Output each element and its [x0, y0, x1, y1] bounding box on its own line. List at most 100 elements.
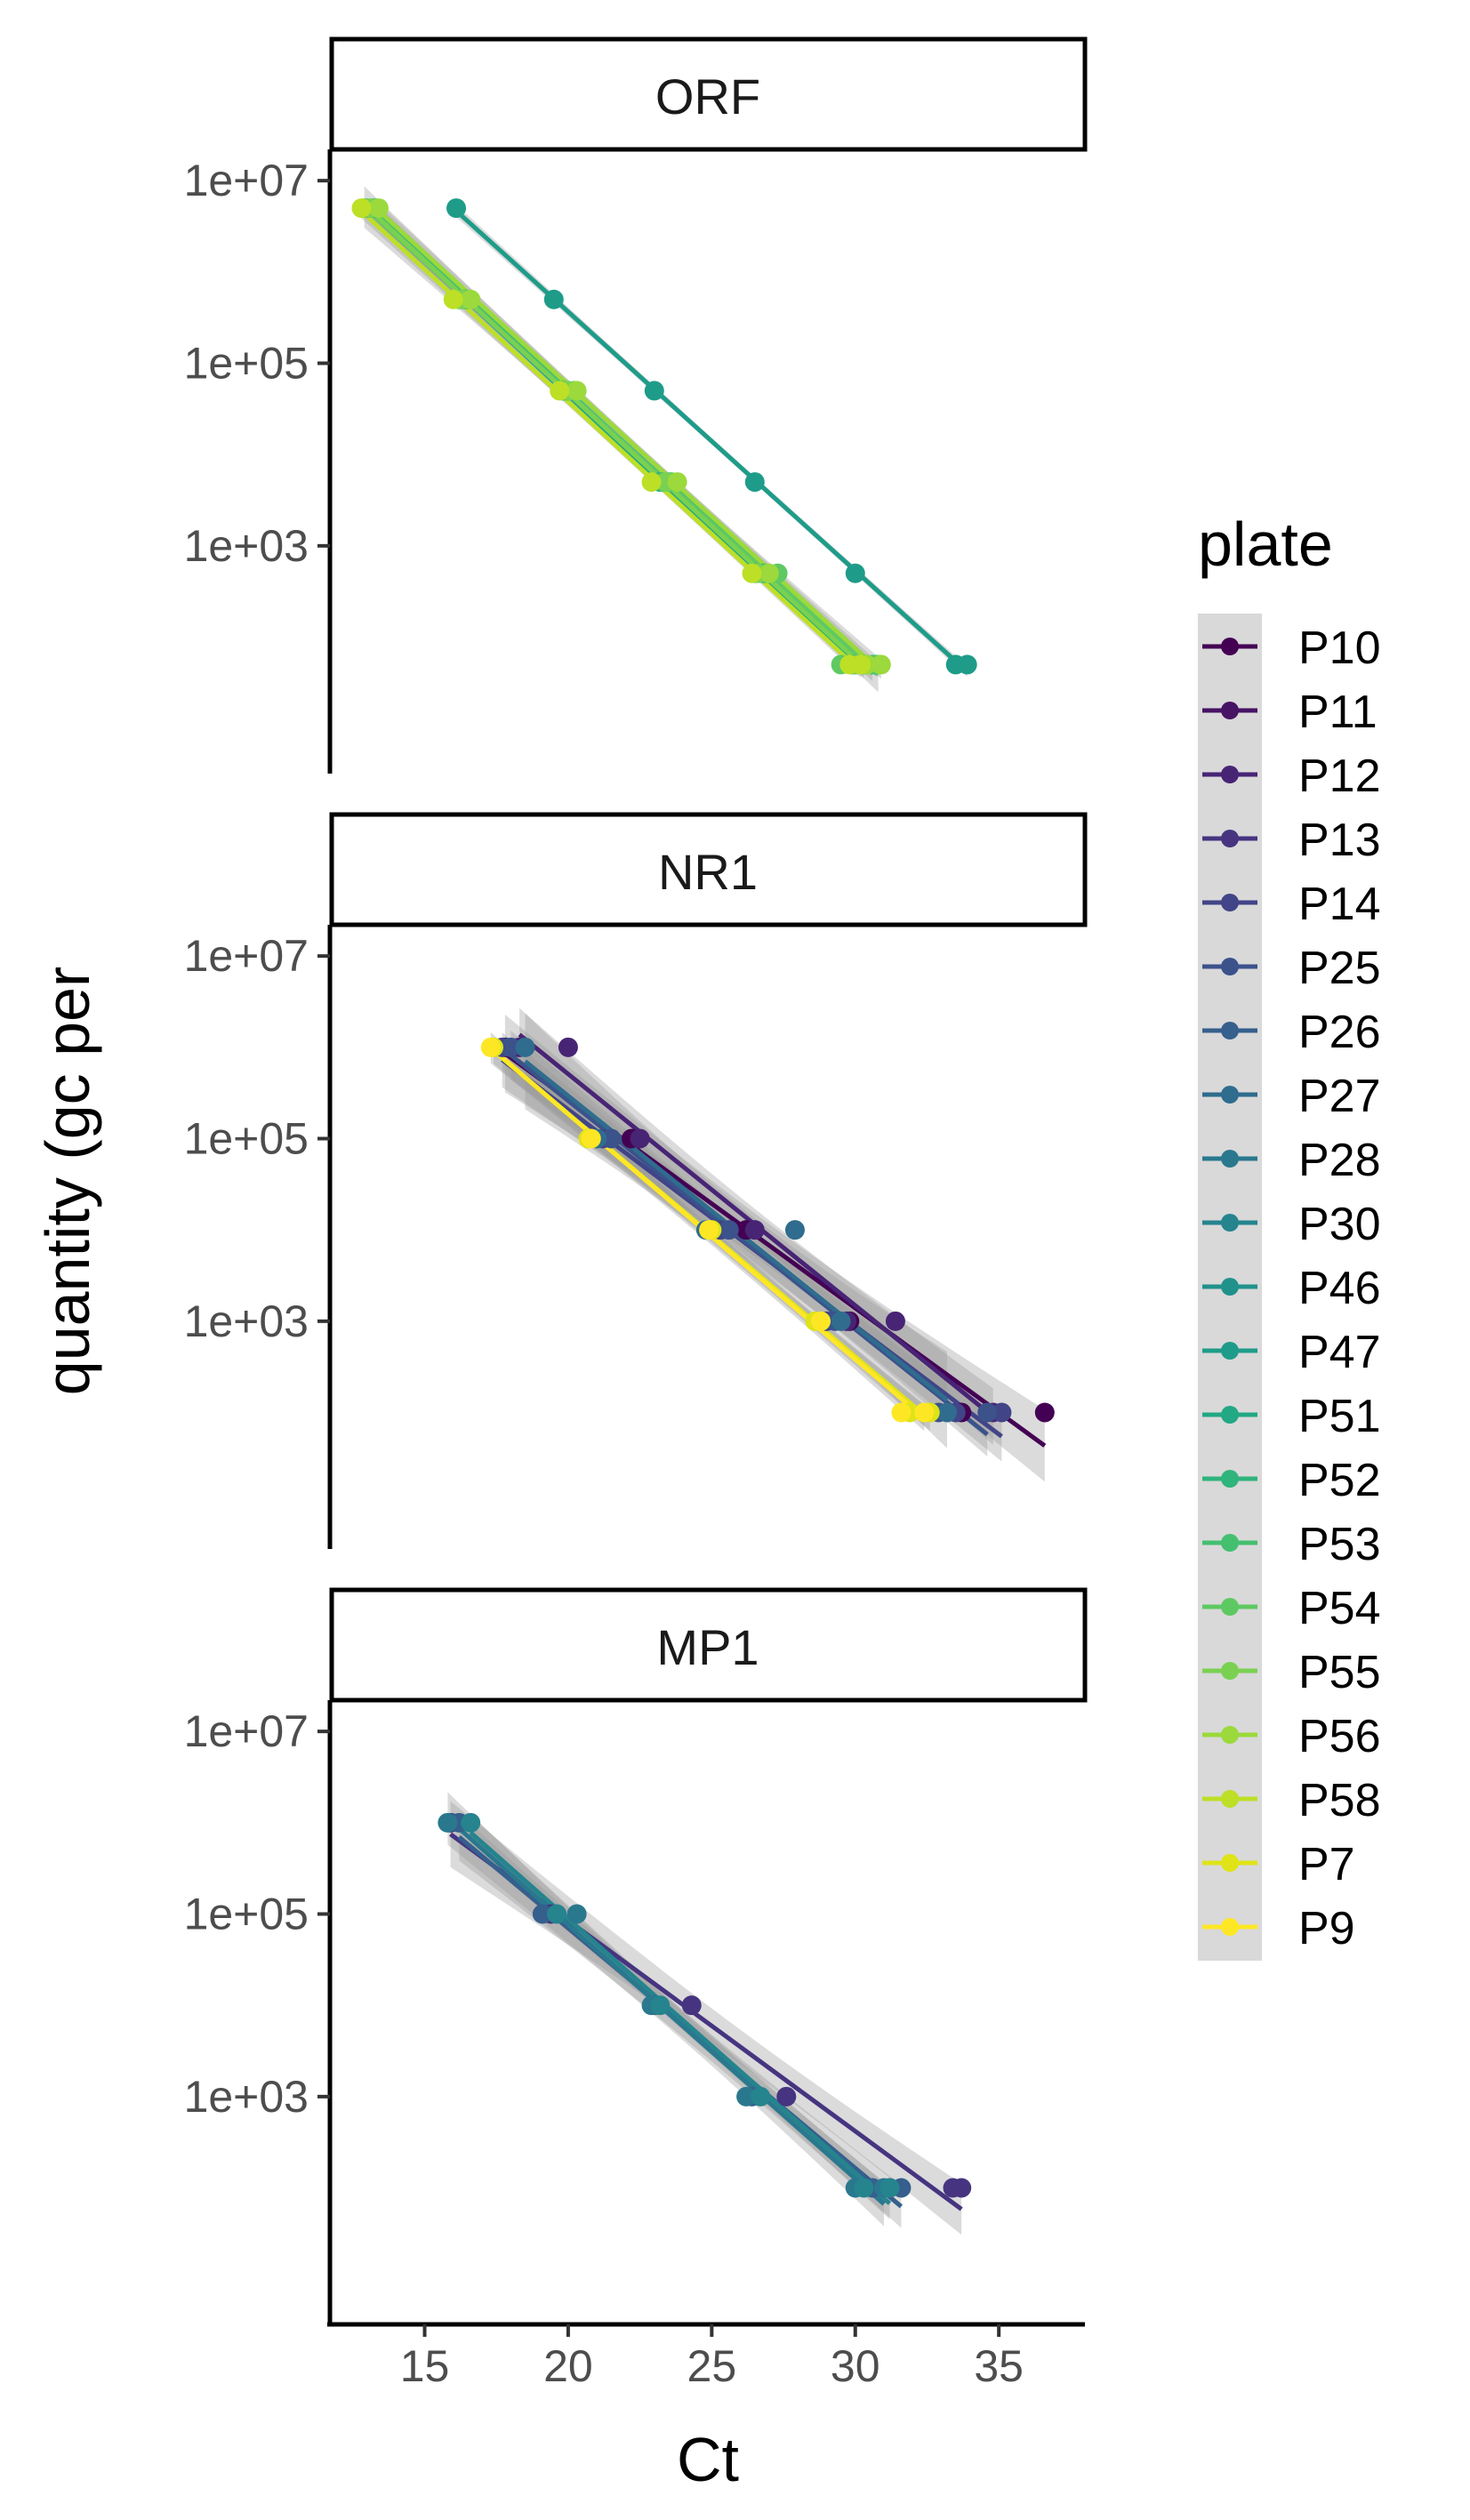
legend-key-point: [1221, 1662, 1239, 1680]
legend-item: P46: [1202, 1263, 1381, 1314]
legend-key-point: [1221, 1214, 1239, 1232]
legend-item: P26: [1202, 1007, 1381, 1058]
x-tick-label: 30: [831, 2341, 880, 2391]
legend-key-point: [1221, 1278, 1239, 1296]
facet-strip-label: NR1: [658, 844, 758, 900]
data-point: [644, 381, 664, 401]
data-point: [719, 1220, 739, 1240]
legend-key-point: [1221, 1598, 1239, 1616]
data-point: [776, 2086, 797, 2107]
data-point: [952, 2178, 972, 2198]
x-tick-label: 35: [974, 2341, 1024, 2391]
legend: plate P10P11P12P13P14P25P26P27P28P30P46P…: [1198, 510, 1381, 1961]
data-point: [650, 1995, 671, 2016]
data-point: [742, 563, 762, 583]
data-point: [438, 1812, 458, 1833]
legend-key-point: [1221, 1854, 1239, 1872]
legend-key-point: [1221, 1150, 1239, 1168]
legend-item: P14: [1202, 879, 1381, 930]
legend-item-label: P46: [1298, 1263, 1381, 1314]
legend-item-label: P52: [1298, 1455, 1381, 1506]
y-tick-label: 1e+03: [184, 2072, 309, 2122]
fit-line-p47: [454, 209, 969, 674]
legend-item-label: P27: [1298, 1071, 1381, 1122]
data-point: [759, 563, 779, 583]
data-point: [566, 381, 587, 401]
y-tick-label: 1e+07: [184, 156, 309, 205]
y-tick-label: 1e+03: [184, 521, 309, 571]
legend-key-point: [1221, 702, 1239, 719]
data-point: [461, 289, 481, 309]
legend-key-point: [1221, 1022, 1239, 1039]
data-point: [501, 1037, 521, 1057]
legend-item-label: P9: [1298, 1903, 1355, 1954]
data-point: [641, 472, 662, 493]
data-point: [871, 654, 891, 675]
legend-item: P27: [1202, 1071, 1381, 1122]
legend-title: plate: [1198, 510, 1333, 579]
facet-panel-orf: ORF: [327, 36, 1088, 774]
y-tick-label: 1e+07: [184, 931, 309, 981]
data-point: [751, 2086, 771, 2107]
data-point: [443, 289, 463, 309]
data-point: [699, 1220, 719, 1240]
legend-item: P13: [1202, 815, 1381, 866]
data-point: [558, 1037, 578, 1057]
data-point: [831, 1311, 851, 1331]
data-point: [891, 1402, 912, 1423]
legend-item-label: P47: [1298, 1327, 1381, 1378]
data-point: [351, 198, 372, 219]
legend-item: P28: [1202, 1135, 1381, 1186]
data-point: [914, 1402, 935, 1423]
data-point: [937, 1402, 958, 1423]
legend-item-label: P28: [1298, 1135, 1381, 1186]
data-point: [744, 1220, 765, 1240]
legend-item-label: P26: [1298, 1007, 1381, 1058]
facet-panel-nr1: NR1: [327, 812, 1088, 1549]
y-tick-label: 1e+05: [184, 339, 309, 389]
data-point: [845, 563, 865, 583]
fit-lines: [359, 205, 1047, 2211]
fit-line-p30: [469, 1830, 892, 2205]
x-axis-title: Ct: [677, 2425, 739, 2494]
confidence-band-p13: [450, 1801, 962, 2235]
legend-key-point: [1221, 1534, 1239, 1552]
legend-item: P58: [1202, 1775, 1381, 1826]
data-point: [784, 1220, 805, 1240]
legend-key-point: [1221, 958, 1239, 975]
legend-item: P47: [1202, 1327, 1381, 1378]
legend-item: P54: [1202, 1583, 1381, 1634]
data-point: [480, 1037, 501, 1057]
legend-key-point: [1221, 766, 1239, 783]
data-point: [630, 1128, 650, 1149]
legend-item-label: P56: [1298, 1711, 1381, 1762]
legend-key-point: [1221, 894, 1239, 911]
data-point: [851, 654, 872, 675]
legend-item-label: P13: [1298, 815, 1381, 866]
data-point: [1034, 1402, 1055, 1423]
data-point: [854, 2178, 874, 2198]
facet-panel-mp1: MP1: [327, 1587, 1088, 2327]
data-point: [368, 198, 389, 219]
legend-item-label: P51: [1298, 1391, 1381, 1442]
data-point: [744, 472, 765, 493]
x-tick-label: 20: [543, 2341, 593, 2391]
data-point: [736, 2086, 757, 2107]
data-point: [992, 1402, 1012, 1423]
legend-item-label: P10: [1298, 622, 1381, 674]
legend-key-point: [1221, 1342, 1239, 1360]
legend-key-point: [1221, 1406, 1239, 1424]
legend-items: P10 P11 P12 P13 P14 P25 P26 P27 P28 P30 P46 P47 P51 P…: [1202, 622, 1381, 1954]
data-point: [977, 1402, 998, 1423]
legend-item: P51: [1202, 1391, 1381, 1442]
axis-ticks: 1e+03 1e+05 1e+07 1e+03 1e+05 1e+07 1e+03 1e+05…: [184, 156, 1024, 2391]
x-tick-label: 25: [687, 2341, 737, 2391]
legend-key-point: [1221, 830, 1239, 847]
data-point: [515, 1037, 535, 1057]
y-tick-label: 1e+07: [184, 1706, 309, 1756]
y-tick-label: 1e+05: [184, 1890, 309, 1939]
legend-item: P11: [1202, 686, 1378, 738]
legend-item-label: P53: [1298, 1519, 1381, 1570]
x-tick-label: 15: [400, 2341, 450, 2391]
